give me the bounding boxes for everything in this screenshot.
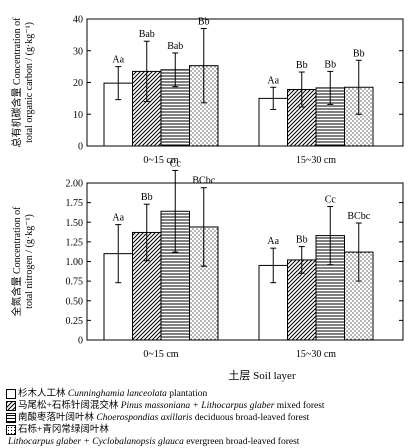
legend-sci: Lithocarpus glaber + Cyclobalanopsis gla… xyxy=(8,437,184,447)
legend-item-continuation: Lithocarpus glaber + Cyclobalanopsis gla… xyxy=(6,436,417,448)
significance-label: Cc xyxy=(325,195,337,206)
y-tick-label: 0.50 xyxy=(66,296,84,307)
legend-cn: 石栎+青冈常绿阔叶林 xyxy=(18,425,109,435)
legend-cn: 南酸枣落叶阔叶林 xyxy=(18,413,97,423)
y-tick-label: 1.00 xyxy=(66,257,84,268)
chart-total-nitrogen: 0 0.25 0.50 0.75 1.00 1.25 1.50 1.75 2.00 全氮含量 Co… xyxy=(10,158,404,360)
y-axis-title-line: 总有机碳含量 Concentration of xyxy=(10,17,23,148)
legend-item: 南酸枣落叶阔叶林 Choerospondias axillaris decidu… xyxy=(6,412,417,424)
legend-cn: 杉木人工林 xyxy=(18,389,68,399)
significance-label: Bb xyxy=(324,59,336,70)
legend-en: evergreen broad-leaved forest xyxy=(183,437,300,447)
y-tick-label: 0.75 xyxy=(66,277,84,288)
bar xyxy=(160,210,190,341)
legend-en: plantation xyxy=(166,389,208,399)
legend-swatch-diagonal xyxy=(6,401,16,411)
legend-item: 杉木人工林 Cunninghamia lanceolata plantation xyxy=(6,388,417,400)
legend-item: 马尾松+石栎针阔混交林 Pinus massoniana + Lithocarp… xyxy=(6,400,417,412)
legend-swatch-horizontal xyxy=(6,413,16,423)
x-tick-label: 15~30 cm xyxy=(296,349,336,360)
legend-item: 石栎+青冈常绿阔叶林 xyxy=(6,424,417,436)
legend-sci: Cunninghamia lanceolata xyxy=(67,389,167,399)
y-tick-label: 1.50 xyxy=(66,218,84,229)
legend-swatch-dotted xyxy=(6,425,16,435)
y-axis-title: 全氮含量 Concentration oftotal nitrogen / (g… xyxy=(10,206,35,317)
legend: 杉木人工林 Cunninghamia lanceolata plantation… xyxy=(6,388,417,448)
y-tick-label: 1.75 xyxy=(66,198,84,209)
x-tick-label: 0~15 cm xyxy=(143,155,178,166)
significance-label: Aa xyxy=(267,236,279,247)
y-tick-label: 1.25 xyxy=(66,237,84,248)
significance-label: Bb xyxy=(141,192,153,203)
significance-label: BCbc xyxy=(347,211,370,222)
significance-label: BCbc xyxy=(192,176,215,187)
significance-label: Bab xyxy=(139,29,155,40)
chart-organic-carbon: 0 10 20 30 40 总有机碳含量 Concentration oftotal or… xyxy=(10,15,404,166)
significance-label: Bb xyxy=(353,48,365,59)
legend-cn: 马尾松+石栎针阔混交林 xyxy=(18,401,121,411)
significance-label: Bb xyxy=(296,60,308,71)
y-tick-label: 10 xyxy=(73,110,83,121)
legend-en: deciduous broad-leaved forest xyxy=(192,413,310,423)
y-axis-title-line: total organic carbon / (g·kg⁻¹) xyxy=(24,22,35,143)
legend-sci: Choerospondias axillaris xyxy=(96,413,193,423)
y-tick-label: 0.25 xyxy=(66,316,84,327)
y-tick-label: 2.00 xyxy=(66,179,84,190)
significance-label: Aa xyxy=(267,75,279,86)
y-tick-label: 40 xyxy=(73,15,83,26)
x-tick-label: 15~30 cm xyxy=(296,155,336,166)
bar xyxy=(132,70,162,147)
y-axis-title-line: total nitrogen / (g·kg⁻¹) xyxy=(24,214,35,309)
significance-label: Bab xyxy=(167,41,183,52)
y-tick-label: 0 xyxy=(78,336,83,347)
y-tick-label: 0 xyxy=(78,142,83,153)
legend-en: mixed forest xyxy=(274,401,325,411)
significance-label: Aa xyxy=(112,55,124,66)
legend-swatch-blank xyxy=(6,389,16,399)
y-axis-title-line: 全氮含量 Concentration of xyxy=(10,206,23,317)
x-tick-label: 0~15 cm xyxy=(143,349,178,360)
significance-label: Bb xyxy=(198,17,210,28)
figure: 0 10 20 30 40 总有机碳含量 Concentration oftotal or… xyxy=(10,15,404,382)
significance-label: Aa xyxy=(112,213,124,224)
y-tick-label: 20 xyxy=(73,78,83,89)
legend-sci: Pinus massoniana + Lithocarpus glaber xyxy=(120,401,275,411)
y-tick-label: 30 xyxy=(73,46,83,57)
significance-label: Bb xyxy=(296,235,308,246)
y-axis-title: 总有机碳含量 Concentration oftotal organic car… xyxy=(10,17,35,148)
significance-label: Cc xyxy=(170,158,182,169)
x-axis-title: 土层 Soil layer xyxy=(228,369,296,382)
